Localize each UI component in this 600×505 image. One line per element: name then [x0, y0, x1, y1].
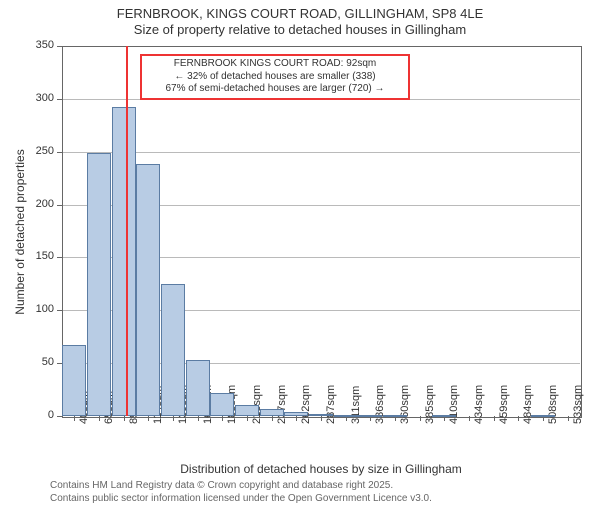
histogram-bar: [62, 345, 86, 416]
y-gridline: [62, 152, 580, 153]
y-axis-label: Number of detached properties: [13, 142, 27, 322]
x-tick-mark: [124, 416, 125, 421]
annotation-line: 67% of semi-detached houses are larger (…: [146, 83, 404, 96]
y-tick-label: 150: [26, 250, 54, 262]
property-marker-line: [126, 46, 128, 416]
y-tick-mark: [57, 257, 62, 258]
x-tick-mark: [99, 416, 100, 421]
x-tick-label: 262sqm: [300, 385, 312, 424]
footer-line-2: Contains public sector information licen…: [50, 493, 432, 505]
x-tick-mark: [321, 416, 322, 421]
chart-container: FERNBROOK, KINGS COURT ROAD, GILLINGHAM,…: [0, 0, 600, 500]
x-tick-label: 360sqm: [399, 385, 411, 424]
x-tick-label: 287sqm: [325, 385, 337, 424]
x-tick-mark: [420, 416, 421, 421]
x-tick-label: 385sqm: [424, 385, 436, 424]
histogram-bar: [136, 164, 160, 416]
x-tick-label: 336sqm: [374, 385, 386, 424]
x-tick-mark: [518, 416, 519, 421]
histogram-bar: [210, 393, 234, 416]
y-tick-label: 350: [26, 39, 54, 51]
x-tick-mark: [494, 416, 495, 421]
histogram-bar: [284, 412, 308, 416]
x-tick-mark: [568, 416, 569, 421]
histogram-bar: [235, 405, 259, 416]
x-tick-label: 533sqm: [572, 385, 584, 424]
histogram-bar: [309, 414, 333, 416]
x-tick-label: 311sqm: [350, 386, 362, 424]
histogram-bar: [260, 409, 284, 416]
histogram-bar: [334, 415, 358, 417]
y-tick-mark: [57, 416, 62, 417]
x-tick-mark: [469, 416, 470, 421]
x-tick-label: 410sqm: [448, 385, 460, 424]
histogram-bar: [432, 415, 456, 417]
x-tick-label: 237sqm: [276, 385, 288, 424]
y-tick-mark: [57, 205, 62, 206]
histogram-bar: [531, 415, 555, 417]
annotation-line: FERNBROOK KINGS COURT ROAD: 92sqm: [146, 58, 404, 71]
x-tick-mark: [296, 416, 297, 421]
title-line-2: Size of property relative to detached ho…: [0, 22, 600, 38]
x-tick-mark: [198, 416, 199, 421]
x-axis-label: Distribution of detached houses by size …: [62, 462, 580, 476]
y-tick-label: 300: [26, 92, 54, 104]
y-tick-mark: [57, 99, 62, 100]
x-tick-label: 434sqm: [473, 385, 485, 424]
x-tick-label: 459sqm: [498, 385, 510, 424]
y-tick-label: 250: [26, 145, 54, 157]
histogram-bar: [383, 415, 407, 417]
x-tick-label: 508sqm: [547, 385, 559, 424]
x-tick-mark: [173, 416, 174, 421]
title-block: FERNBROOK, KINGS COURT ROAD, GILLINGHAM,…: [0, 0, 600, 39]
y-tick-mark: [57, 152, 62, 153]
histogram-bar: [87, 153, 111, 416]
y-tick-label: 0: [26, 409, 54, 421]
x-tick-mark: [247, 416, 248, 421]
y-tick-mark: [57, 46, 62, 47]
annotation-line: ← 32% of detached houses are smaller (33…: [146, 71, 404, 84]
histogram-bar: [112, 107, 136, 416]
x-tick-label: 484sqm: [522, 385, 534, 424]
y-tick-label: 200: [26, 198, 54, 210]
footer-attribution: Contains HM Land Registry data © Crown c…: [50, 480, 432, 505]
title-line-1: FERNBROOK, KINGS COURT ROAD, GILLINGHAM,…: [0, 6, 600, 22]
histogram-bar: [186, 360, 210, 416]
y-tick-mark: [57, 310, 62, 311]
histogram-bar: [161, 284, 185, 416]
x-tick-mark: [222, 416, 223, 421]
x-tick-mark: [272, 416, 273, 421]
x-tick-mark: [74, 416, 75, 421]
y-tick-label: 100: [26, 303, 54, 315]
annotation-box: FERNBROOK KINGS COURT ROAD: 92sqm← 32% o…: [140, 54, 410, 100]
histogram-bar: [358, 415, 382, 417]
y-tick-label: 50: [26, 356, 54, 368]
footer-line-1: Contains HM Land Registry data © Crown c…: [50, 480, 432, 493]
x-tick-label: 213sqm: [251, 385, 263, 424]
x-tick-mark: [148, 416, 149, 421]
